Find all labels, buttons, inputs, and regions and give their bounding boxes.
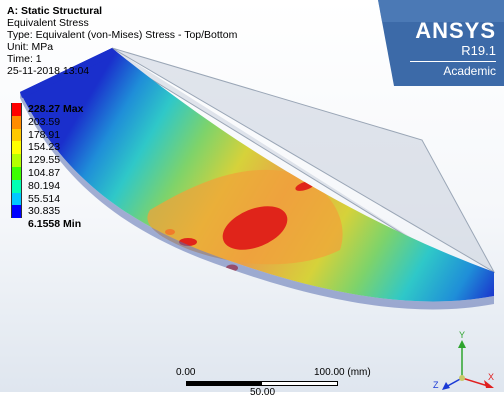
legend-swatch bbox=[11, 205, 22, 219]
result-timestamp: 25-11-2018 13:04 bbox=[7, 65, 90, 77]
legend-value-label: 104.87 bbox=[28, 166, 61, 179]
scale-left-label: 0.00 bbox=[176, 367, 196, 378]
result-unit: Unit: MPa bbox=[7, 41, 54, 53]
logo-version: R19.1 bbox=[461, 43, 496, 58]
legend-swatch bbox=[11, 128, 22, 142]
triad-z-label: Z bbox=[433, 380, 439, 390]
legend-value-label: 30.835 bbox=[28, 205, 61, 218]
result-info-panel: A: Static Structural Equivalent Stress T… bbox=[7, 5, 237, 77]
legend-value-label: 129.55 bbox=[28, 154, 61, 167]
legend-swatch bbox=[11, 141, 22, 155]
stress-contour-plot bbox=[20, 48, 494, 310]
triad-x-label: X bbox=[488, 372, 494, 382]
coordinate-triad[interactable]: Y X Z bbox=[433, 330, 494, 390]
legend-swatch bbox=[11, 192, 22, 206]
logo-edition: Academic bbox=[443, 64, 496, 78]
legend-swatch bbox=[11, 115, 22, 129]
logo-brand: ANSYS bbox=[415, 18, 496, 43]
legend-swatch bbox=[11, 166, 22, 180]
legend-swatch bbox=[11, 179, 22, 193]
result-time: Time: 1 bbox=[7, 53, 42, 65]
legend-value-label: 55.514 bbox=[28, 192, 61, 205]
scale-right-label: 100.00 (mm) bbox=[314, 367, 371, 378]
result-type: Type: Equivalent (von-Mises) Stress - To… bbox=[7, 29, 238, 41]
legend-max-label: 228.27 Max bbox=[28, 103, 84, 115]
beam-left-end bbox=[20, 48, 114, 98]
legend-min-label: 6.1558 Min bbox=[28, 218, 82, 231]
logo-highlight bbox=[378, 0, 504, 22]
logo-divider bbox=[410, 61, 496, 62]
legend-value-label: 178.91 bbox=[28, 128, 61, 141]
hotspot-edge-3 bbox=[165, 229, 175, 235]
analysis-title: A: Static Structural bbox=[7, 5, 103, 17]
result-name: Equivalent Stress bbox=[7, 17, 89, 29]
ansys-logo: ANSYS R19.1 Academic bbox=[410, 20, 496, 78]
legend-value-label: 154.23 bbox=[28, 141, 61, 154]
legend-value-label: 203.59 bbox=[28, 115, 61, 128]
hotspot-center bbox=[222, 206, 288, 250]
triad-y-label: Y bbox=[459, 330, 465, 340]
scale-mid-label: 50.00 bbox=[250, 387, 276, 398]
legend-swatch bbox=[11, 154, 22, 167]
legend-swatch bbox=[11, 103, 22, 116]
legend-value-label: 80.194 bbox=[28, 179, 61, 192]
scale-bar bbox=[186, 381, 338, 386]
